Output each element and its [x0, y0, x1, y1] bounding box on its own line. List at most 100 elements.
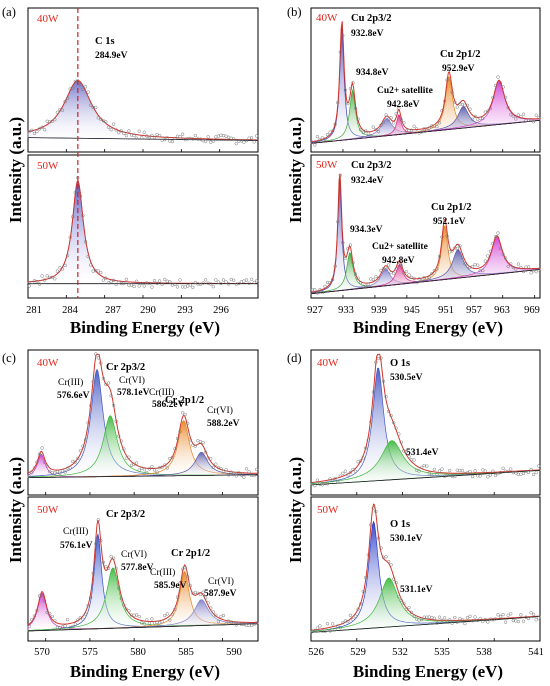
data-point: [221, 278, 226, 282]
data-point: [170, 455, 175, 460]
data-point: [247, 470, 251, 474]
data-point: [76, 618, 80, 622]
panel-c-top-e2: 578.1eV: [117, 388, 150, 398]
data-point: [476, 263, 480, 267]
data-point: [247, 136, 251, 140]
data-point: [170, 139, 175, 144]
data-point: [399, 117, 403, 122]
panel-b-ticklabels: 927 933 939 945 951 957 963 969: [307, 305, 540, 316]
data-point: [42, 278, 47, 282]
panel-c-ylabel: Intensity (a.u.): [6, 457, 25, 563]
data-point: [88, 263, 93, 267]
data-point: [366, 282, 370, 286]
panel-b-top-e3: 942.8eV: [387, 100, 420, 110]
data-point: [537, 464, 541, 468]
data-point: [491, 469, 495, 473]
panel-a-peak-label: 284.9eV: [95, 51, 128, 61]
data-point: [353, 614, 358, 618]
data-point: [450, 621, 454, 625]
data-point: [119, 439, 123, 443]
data-point: [83, 438, 88, 442]
data-point: [364, 446, 368, 450]
data-point: [420, 617, 424, 622]
data-point: [313, 629, 317, 633]
data-point: [534, 470, 538, 475]
data-point: [437, 121, 442, 125]
data-point: [394, 267, 398, 271]
data-point: [60, 108, 65, 112]
data-point: [206, 601, 210, 605]
panel-c: (c) Intensity (a.u.) Binding Energy (eV)…: [2, 349, 259, 681]
data-point: [163, 277, 167, 282]
data-point: [42, 128, 47, 132]
data-point: [173, 607, 177, 612]
data-point: [106, 281, 111, 285]
data-point: [122, 281, 126, 285]
data-point: [209, 457, 213, 461]
data-point: [40, 446, 44, 450]
data-point: [392, 121, 396, 125]
data-point: [106, 125, 111, 129]
data-point: [361, 130, 365, 135]
data-point: [60, 267, 65, 271]
data-point: [201, 440, 205, 445]
data-point: [91, 105, 95, 110]
panel-d-xtick: 535: [434, 647, 450, 658]
data-point: [503, 95, 508, 100]
data-point: [496, 231, 500, 235]
data-point: [132, 613, 136, 617]
data-point: [371, 125, 375, 129]
data-point: [432, 467, 437, 472]
data-point: [404, 449, 409, 454]
data-point: [255, 134, 259, 138]
data-point: [40, 125, 44, 129]
data-point: [315, 291, 320, 295]
data-point: [465, 616, 470, 620]
data-point: [366, 131, 370, 135]
panel-c-xlabel: Binding Energy (eV): [70, 662, 220, 681]
data-point: [219, 133, 223, 137]
data-point: [211, 465, 215, 470]
panel-a-xtick: 293: [177, 305, 193, 316]
data-point: [407, 273, 411, 277]
data-point: [237, 281, 241, 286]
background-line: [27, 137, 259, 141]
data-point: [140, 281, 144, 286]
data-point: [346, 473, 350, 477]
panel-c-bot-cr2p32: Cr 2p3/2: [106, 509, 145, 520]
data-point: [412, 124, 416, 128]
panel-c-label: (c): [2, 351, 16, 365]
panel-b-xtick: 963: [494, 305, 510, 316]
data-point: [483, 618, 487, 622]
data-point: [473, 615, 477, 619]
data-point: [114, 128, 118, 132]
data-point: [45, 464, 49, 468]
subplot-d-1: [310, 496, 541, 642]
data-point: [160, 620, 164, 624]
data-point: [412, 276, 416, 281]
data-point: [175, 436, 180, 441]
panel-d-bot-o1s: O 1s: [390, 519, 410, 530]
data-point: [465, 103, 470, 108]
data-point: [529, 118, 533, 123]
data-point: [35, 609, 39, 613]
data-point: [214, 278, 218, 282]
panel-d-ticklabels: 526 529 532 535 538 541: [308, 647, 544, 658]
data-point: [244, 467, 249, 471]
data-point: [496, 613, 500, 617]
data-point: [371, 506, 375, 510]
panel-b-bot-e1: 932.4eV: [351, 176, 384, 186]
data-point: [353, 469, 358, 473]
data-point: [232, 137, 236, 141]
data-point: [440, 618, 444, 622]
data-point: [330, 622, 335, 626]
data-point: [521, 112, 526, 116]
data-point: [501, 252, 505, 257]
data-point: [157, 621, 162, 625]
data-point: [392, 421, 396, 425]
data-point: [78, 194, 83, 198]
data-point: [503, 256, 508, 260]
data-point: [425, 615, 429, 619]
data-point: [313, 143, 317, 147]
data-point: [60, 469, 65, 473]
